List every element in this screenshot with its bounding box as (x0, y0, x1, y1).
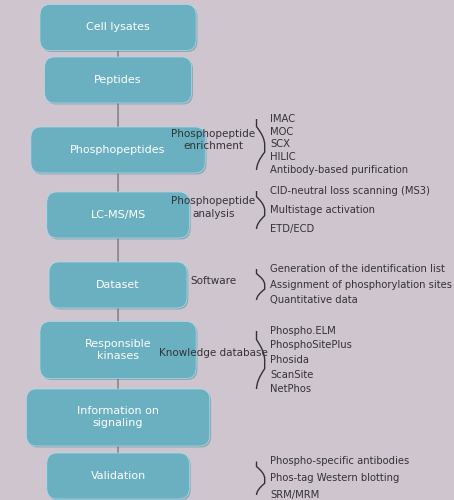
Text: Peptides: Peptides (94, 75, 142, 85)
Text: LC-MS/MS: LC-MS/MS (90, 210, 146, 220)
FancyBboxPatch shape (40, 322, 196, 378)
FancyBboxPatch shape (41, 323, 197, 380)
Text: Validation: Validation (90, 471, 146, 481)
FancyBboxPatch shape (40, 4, 196, 51)
FancyBboxPatch shape (48, 194, 191, 240)
FancyBboxPatch shape (32, 128, 207, 174)
Text: ScanSite: ScanSite (270, 370, 314, 380)
FancyBboxPatch shape (49, 262, 187, 308)
Text: Multistage activation: Multistage activation (270, 205, 375, 215)
Text: ETD/ECD: ETD/ECD (270, 224, 314, 234)
Text: HILIC: HILIC (270, 152, 296, 162)
Text: Phospho-specific antibodies: Phospho-specific antibodies (270, 456, 410, 466)
Text: Antibody-based purification: Antibody-based purification (270, 165, 408, 175)
FancyBboxPatch shape (28, 390, 211, 448)
FancyBboxPatch shape (44, 57, 192, 103)
Text: Phosphopeptides: Phosphopeptides (70, 145, 166, 155)
Text: Phosphopeptide
enrichment: Phosphopeptide enrichment (171, 129, 256, 151)
Text: Phosphopeptide
analysis: Phosphopeptide analysis (171, 196, 256, 218)
Text: SRM/MRM: SRM/MRM (270, 490, 319, 500)
Text: SCX: SCX (270, 140, 290, 149)
FancyBboxPatch shape (47, 453, 189, 499)
Text: Phosida: Phosida (270, 355, 309, 365)
Text: Responsible
kinases: Responsible kinases (85, 339, 151, 361)
Text: Cell lysates: Cell lysates (86, 22, 150, 32)
Text: Generation of the identification list: Generation of the identification list (270, 264, 445, 274)
Text: Knowledge database: Knowledge database (159, 348, 268, 358)
Text: Software: Software (190, 276, 237, 286)
FancyBboxPatch shape (48, 454, 191, 500)
Text: Dataset: Dataset (96, 280, 140, 290)
FancyBboxPatch shape (47, 192, 189, 238)
Text: Assignment of phosphorylation sites: Assignment of phosphorylation sites (270, 280, 452, 289)
FancyBboxPatch shape (31, 127, 205, 173)
FancyBboxPatch shape (46, 58, 193, 104)
Text: MOC: MOC (270, 126, 293, 136)
Text: CID-neutral loss scanning (MS3): CID-neutral loss scanning (MS3) (270, 186, 430, 196)
Text: Information on
signaling: Information on signaling (77, 406, 159, 428)
Text: Phos-tag Western blotting: Phos-tag Western blotting (270, 473, 400, 483)
Text: NetPhos: NetPhos (270, 384, 311, 394)
FancyBboxPatch shape (50, 264, 188, 310)
FancyBboxPatch shape (26, 389, 210, 446)
Text: PhosphoSitePlus: PhosphoSitePlus (270, 340, 352, 350)
FancyBboxPatch shape (41, 6, 197, 52)
Text: Quantitative data: Quantitative data (270, 295, 358, 305)
Text: IMAC: IMAC (270, 114, 295, 124)
Text: Phospho.ELM: Phospho.ELM (270, 326, 336, 336)
